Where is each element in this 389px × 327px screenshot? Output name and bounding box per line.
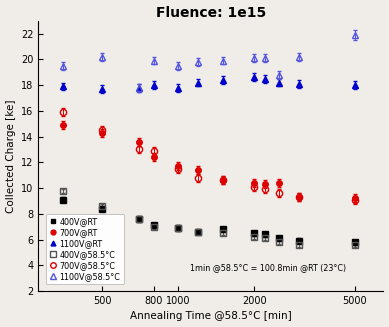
Text: 1min @58.5°C = 100.8min @RT (23°C): 1min @58.5°C = 100.8min @RT (23°C) [190,263,346,272]
X-axis label: Annealing Time @58.5°C [min]: Annealing Time @58.5°C [min] [130,311,292,321]
Legend: 400V@RT, 700V@RT, 1100V@RT, 400V@58.5°C, 700V@58.5°C, 1100V@58.5°C: 400V@RT, 700V@RT, 1100V@RT, 400V@58.5°C,… [46,214,124,284]
Title: Fluence: 1e15: Fluence: 1e15 [156,6,266,20]
Y-axis label: Collected Charge [ke]: Collected Charge [ke] [5,99,16,213]
